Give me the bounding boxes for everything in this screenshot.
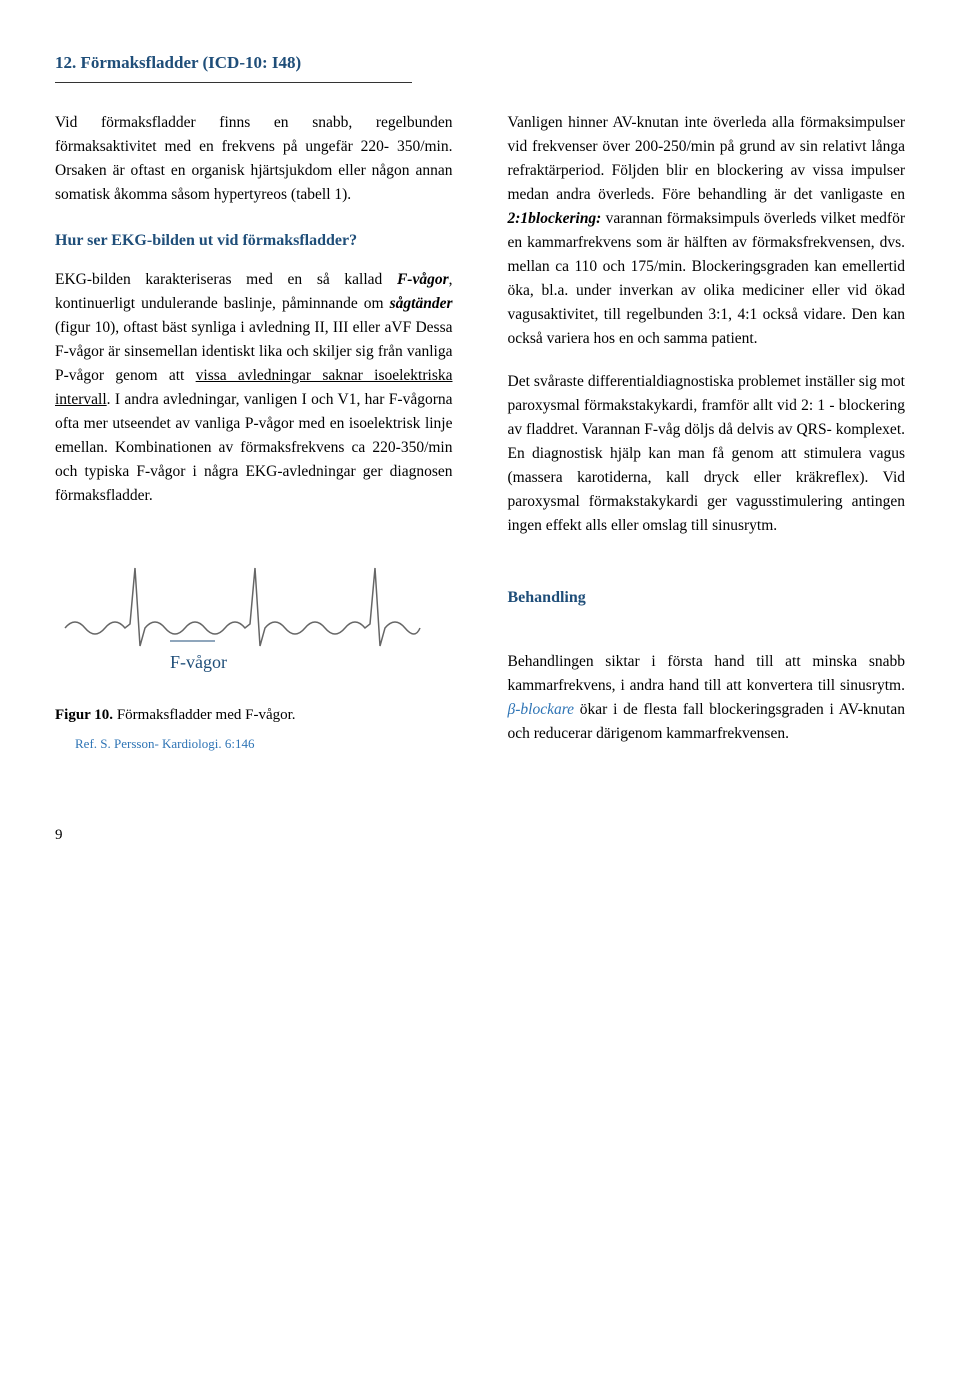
behandling-paragraph: Behandlingen siktar i första hand till a… (508, 650, 906, 746)
page-title: 12. Förmaksfladder (ICD-10: I48) (55, 50, 905, 76)
left-ekg-paragraph: EKG-bilden karakteriseras med en så kall… (55, 268, 453, 508)
figure-reference: Ref. S. Persson- Kardiologi. 6:146 (75, 734, 453, 754)
right-paragraph-1: Vanligen hinner AV-knutan inte överleda … (508, 111, 906, 351)
ekg-trace (65, 568, 420, 646)
title-underline (55, 82, 412, 83)
right-column: Vanligen hinner AV-knutan inte överleda … (508, 111, 906, 847)
left-column: Vid förmaksfladder finns en snabb, regel… (55, 111, 453, 847)
page-number: 9 (55, 824, 453, 847)
figure-title: Förmaksfladder med F-vågor. (113, 707, 295, 723)
ekg-subheading: Hur ser EKG-bilden ut vid förmaksfladder… (55, 229, 453, 254)
ekg-label-text: F-vågor (170, 652, 227, 672)
behandling-heading: Behandling (508, 586, 906, 611)
figure-number: Figur 10. (55, 707, 113, 723)
ekg-svg: F-vågor (55, 538, 425, 688)
left-intro-paragraph: Vid förmaksfladder finns en snabb, regel… (55, 111, 453, 207)
two-column-layout: Vid förmaksfladder finns en snabb, regel… (55, 111, 905, 847)
ekg-figure: F-vågor (55, 538, 425, 688)
right-paragraph-2: Det svåraste differentialdiagnostiska pr… (508, 370, 906, 538)
figure-caption: Figur 10. Förmaksfladder med F-vågor. (55, 704, 453, 727)
